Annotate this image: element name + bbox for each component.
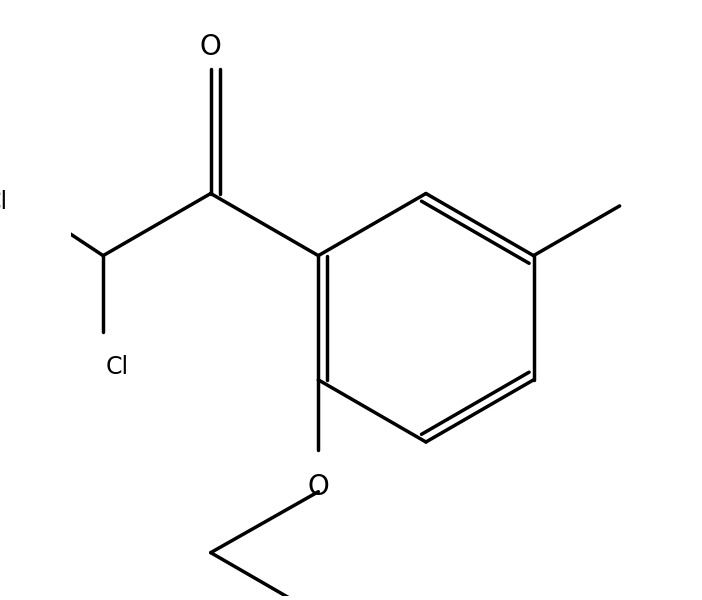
Text: Cl: Cl [0, 190, 8, 214]
Text: Cl: Cl [106, 355, 129, 379]
Text: O: O [307, 473, 329, 501]
Text: O: O [200, 33, 222, 61]
